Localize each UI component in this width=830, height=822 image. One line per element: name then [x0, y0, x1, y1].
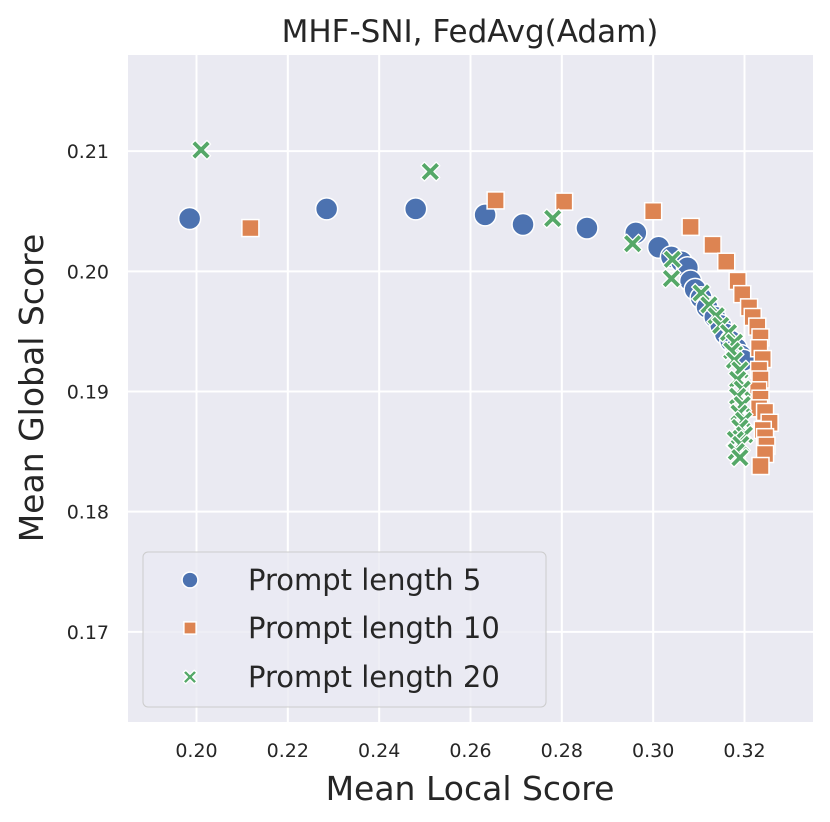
- x-tick-label: 0.32: [723, 740, 765, 762]
- legend: Prompt length 5 Prompt length 10 Prompt le…: [142, 551, 547, 708]
- data-point: [729, 447, 751, 468]
- data-point: [662, 249, 683, 270]
- data-point: [403, 197, 428, 221]
- data-point: [542, 208, 563, 229]
- data-point: [486, 191, 505, 210]
- y-tick-label: 0.17: [67, 622, 109, 644]
- x-axis-label: Mean Local Score: [326, 769, 615, 808]
- data-marks: [177, 139, 779, 476]
- x-tick-label: 0.24: [358, 740, 400, 762]
- x-tick-label: 0.28: [541, 740, 583, 762]
- x-tick-label: 0.30: [632, 740, 674, 762]
- data-point: [420, 161, 441, 182]
- data-point: [703, 235, 722, 255]
- legend-marker-1: [181, 571, 199, 589]
- data-point: [511, 212, 535, 237]
- data-point: [554, 192, 574, 211]
- series-2: [241, 191, 779, 476]
- data-point: [751, 456, 770, 476]
- x-tick-label: 0.22: [267, 740, 309, 762]
- legend-marker-3: [182, 669, 198, 685]
- y-tick-label: 0.18: [67, 502, 109, 524]
- data-point: [643, 201, 663, 221]
- legend-box: [142, 551, 547, 708]
- legend-label: Prompt length 10: [248, 611, 500, 645]
- data-point: [241, 218, 260, 238]
- data-point: [575, 216, 599, 240]
- y-tick-label: 0.20: [67, 261, 109, 283]
- legend-marker-2: [183, 621, 197, 635]
- data-point: [681, 217, 700, 237]
- data-point: [661, 268, 682, 289]
- data-point: [314, 197, 339, 221]
- legend-label: Prompt length 20: [248, 660, 500, 694]
- series-3: [190, 139, 755, 468]
- data-point: [190, 139, 212, 161]
- y-tick-label: 0.21: [67, 141, 109, 163]
- y-axis-label: Mean Global Score: [12, 234, 51, 543]
- legend-label: Prompt length 5: [248, 563, 481, 597]
- x-tick-label: 0.26: [449, 740, 491, 762]
- data-point: [622, 233, 643, 254]
- tick-labels: 0.20 0.22 0.24 0.26 0.28 0.30 0.32 0.17 0.18 0.19…: [67, 141, 766, 762]
- data-point: [716, 252, 736, 271]
- chart-title: MHF-SNI, FedAvg(Adam): [282, 14, 659, 50]
- y-tick-label: 0.19: [67, 382, 109, 404]
- x-tick-label: 0.20: [175, 740, 217, 762]
- data-point: [177, 206, 202, 231]
